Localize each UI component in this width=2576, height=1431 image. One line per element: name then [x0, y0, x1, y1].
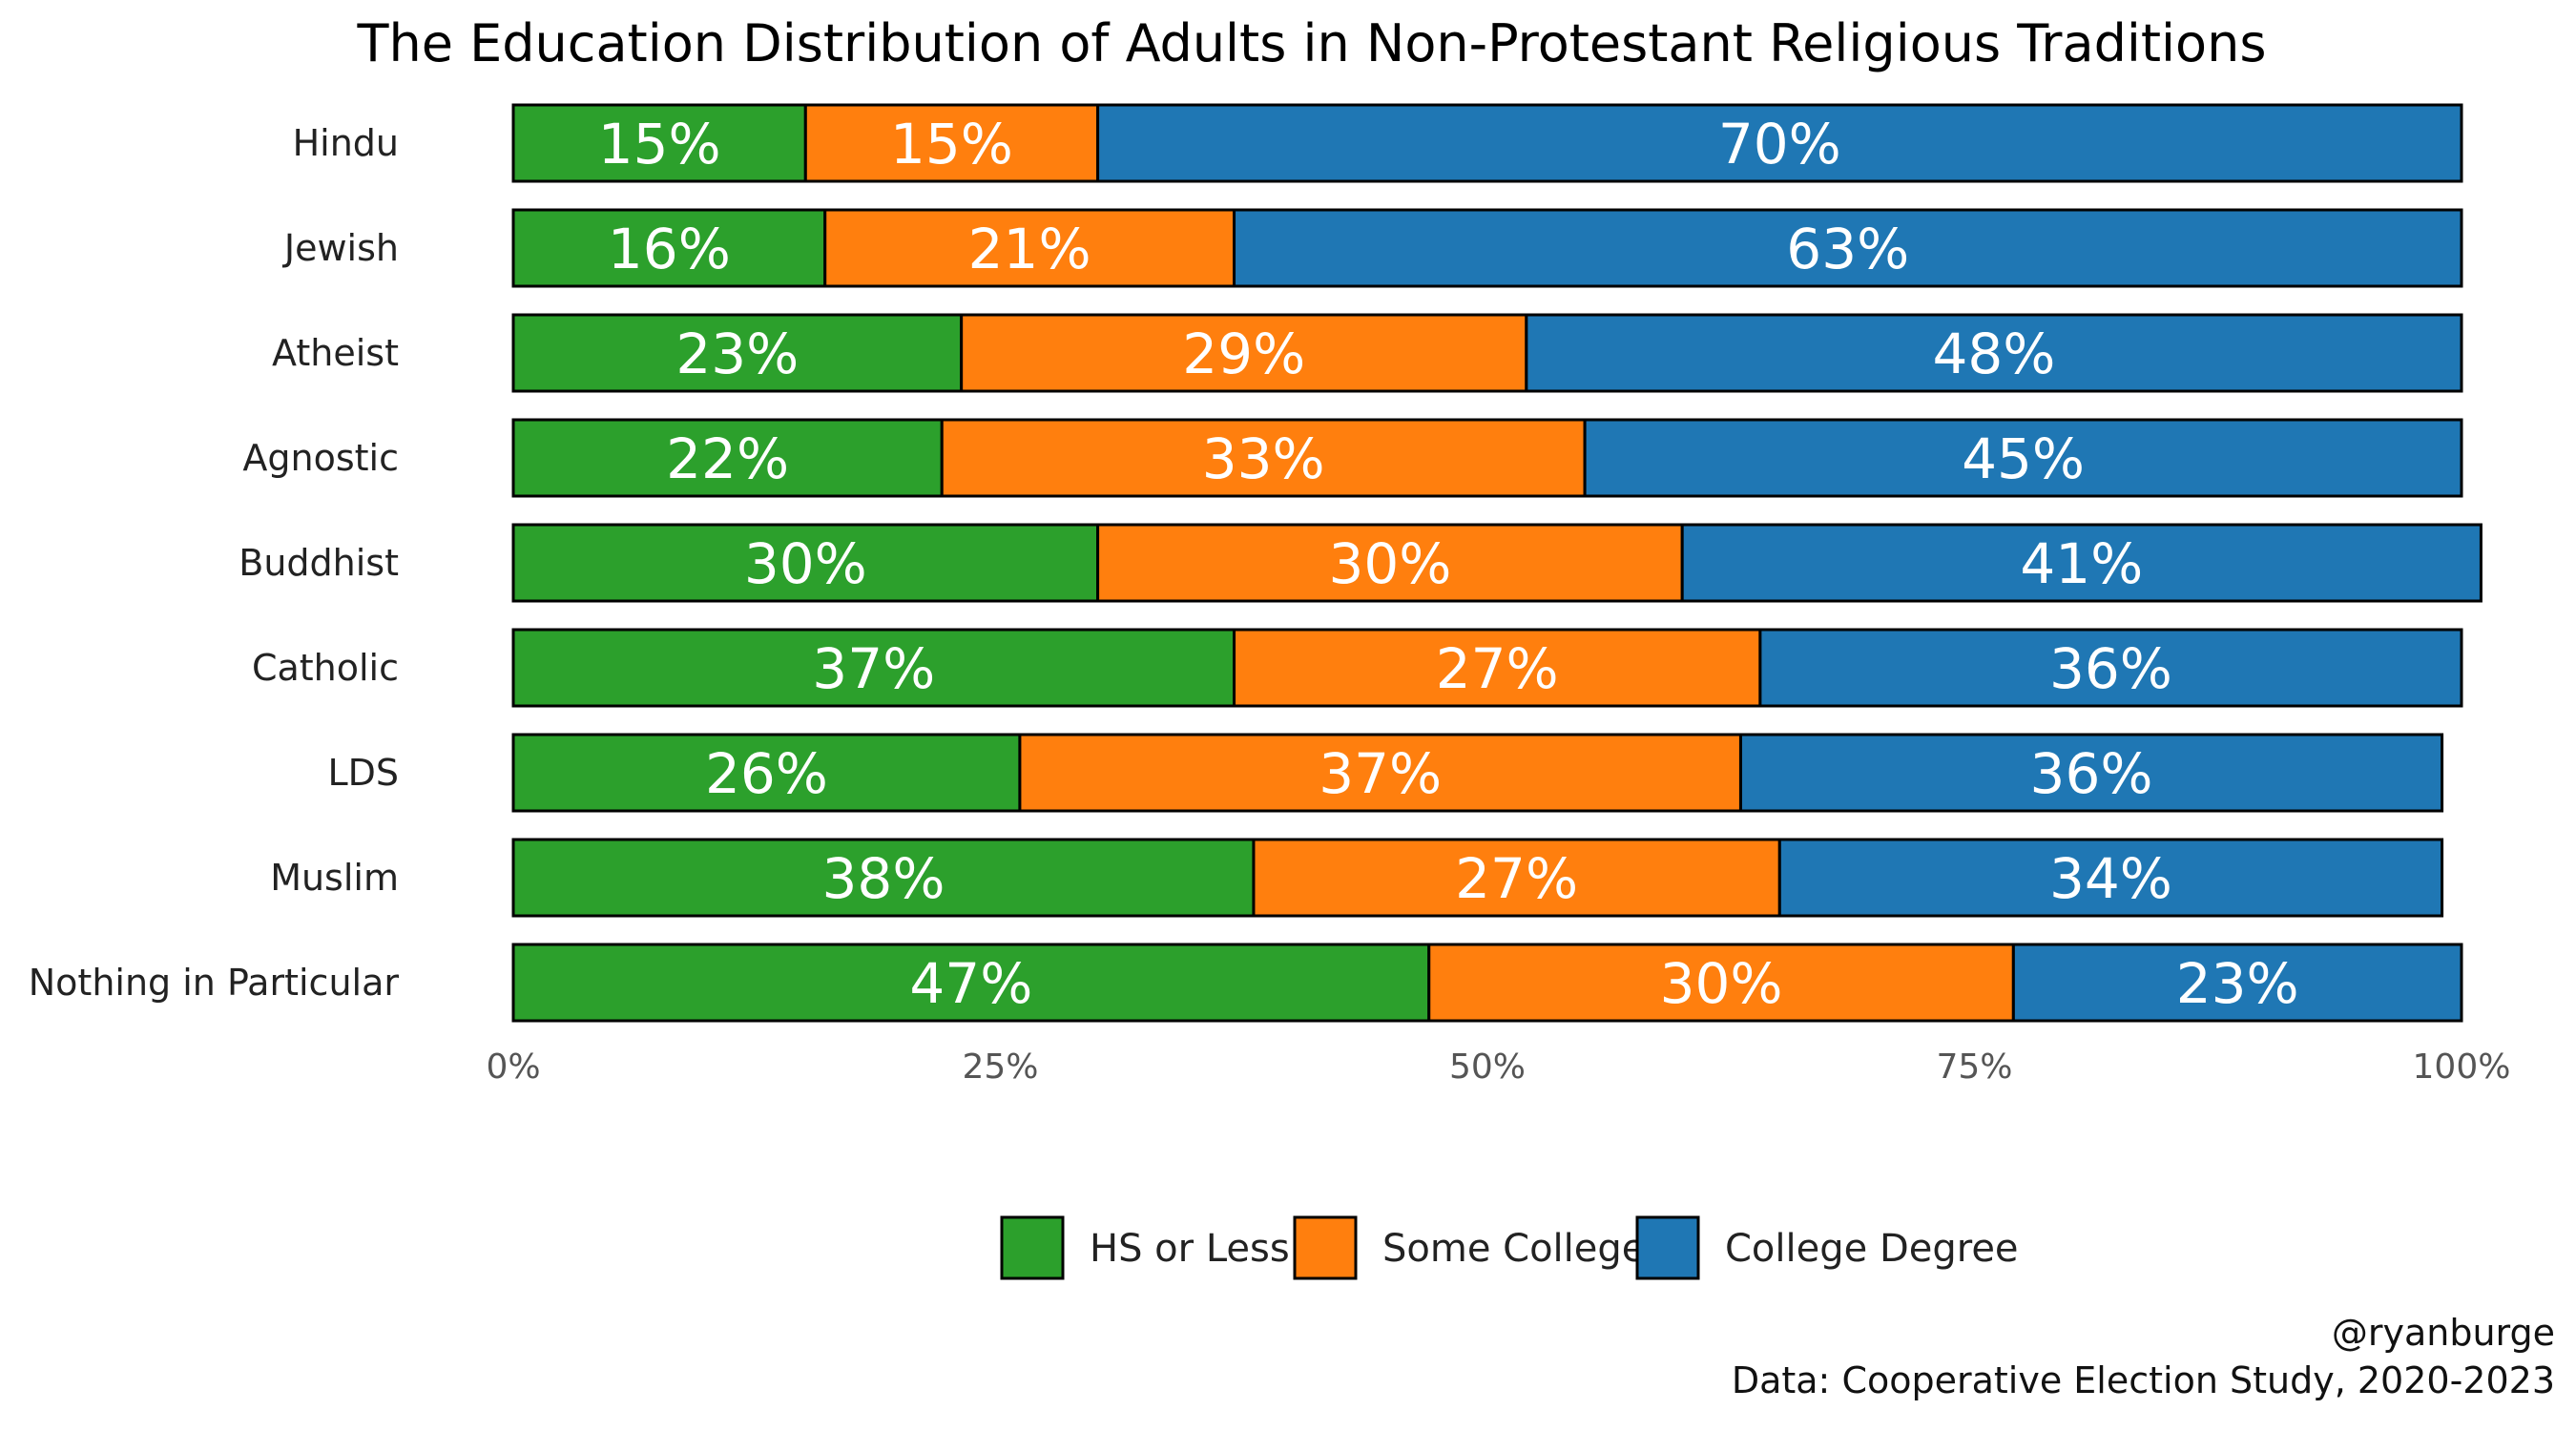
bar-hindu-some-college	[803, 103, 1100, 183]
value-label-lds-college-degree: 36%	[2030, 741, 2153, 806]
bar-atheist-hs-or-less	[511, 313, 964, 393]
x-tick-label-25: 25%	[962, 1047, 1038, 1087]
bar-jewish-college-degree	[1233, 208, 2463, 288]
value-label-buddhist-some-college: 30%	[1328, 531, 1451, 596]
bar-muslim-some-college	[1252, 838, 1781, 918]
value-label-buddhist-hs-or-less: 30%	[744, 531, 867, 596]
bar-lds-college-degree	[1738, 733, 2444, 813]
bar-hindu-hs-or-less	[511, 103, 807, 183]
legend-swatch-hs-or-less	[1000, 1215, 1065, 1280]
value-label-nothing-in-particular-some-college: 30%	[1660, 951, 1783, 1016]
value-label-jewish-college-degree: 63%	[1786, 217, 1909, 281]
value-label-jewish-some-college: 21%	[968, 217, 1091, 281]
value-label-muslim-hs-or-less: 38%	[822, 846, 945, 911]
category-label-agnostic: Agnostic	[242, 437, 399, 479]
x-tick-label-0: 0%	[486, 1047, 540, 1087]
bar-hindu-college-degree	[1096, 103, 2463, 183]
value-label-muslim-some-college: 27%	[1455, 846, 1578, 911]
legend-swatch-some-college	[1293, 1215, 1358, 1280]
value-label-agnostic-hs-or-less: 22%	[666, 426, 789, 491]
bar-catholic-some-college	[1233, 628, 1762, 708]
value-label-agnostic-college-degree: 45%	[1962, 426, 2085, 491]
bar-nothing-in-particular-college-degree	[2011, 943, 2463, 1023]
value-label-buddhist-college-degree: 41%	[2020, 531, 2143, 596]
x-tick-label-50: 50%	[1449, 1047, 1526, 1087]
category-label-lds: LDS	[327, 752, 399, 794]
value-label-hindu-some-college: 15%	[890, 112, 1013, 176]
caption-source: Data: Cooperative Election Study, 2020-2…	[1732, 1359, 2555, 1401]
bar-muslim-college-degree	[1777, 838, 2444, 918]
legend: HS or Less Some College College Degree	[1000, 1215, 2019, 1280]
category-label-muslim: Muslim	[270, 857, 399, 899]
x-tick-label-100: 100%	[2413, 1047, 2511, 1087]
x-tick-label-75: 75%	[1936, 1047, 2012, 1087]
bar-jewish-some-college	[823, 208, 1236, 288]
value-label-jewish-hs-or-less: 16%	[608, 217, 731, 281]
value-label-hindu-college-degree: 70%	[1718, 112, 1841, 176]
bar-catholic-college-degree	[1758, 628, 2463, 708]
value-label-atheist-college-degree: 48%	[1932, 321, 2055, 386]
value-label-hindu-hs-or-less: 15%	[598, 112, 721, 176]
value-label-muslim-college-degree: 34%	[2049, 846, 2172, 911]
category-label-atheist: Atheist	[272, 332, 399, 374]
bar-agnostic-college-degree	[1583, 418, 2463, 498]
bar-lds-hs-or-less	[511, 733, 1022, 813]
bar-nothing-in-particular-hs-or-less	[511, 943, 1431, 1023]
bar-buddhist-college-degree	[1680, 523, 2483, 603]
category-label-nothing-in-particular: Nothing in Particular	[29, 962, 400, 1004]
bar-buddhist-hs-or-less	[511, 523, 1100, 603]
caption-author: @ryanburge	[2332, 1312, 2555, 1354]
bar-atheist-some-college	[960, 313, 1528, 393]
bar-muslim-hs-or-less	[511, 838, 1256, 918]
value-label-catholic-hs-or-less: 37%	[812, 636, 935, 701]
value-label-nothing-in-particular-hs-or-less: 47%	[909, 951, 1032, 1016]
value-label-catholic-some-college: 27%	[1436, 636, 1559, 701]
bar-lds-some-college	[1018, 733, 1742, 813]
bars: 15% 15% 70% 16% 21% 63% 23% 29% 48% 22% 33% 45% 30% 3…	[511, 103, 2483, 1023]
legend-swatch-college-degree	[1635, 1215, 1700, 1280]
category-label-catholic: Catholic	[252, 647, 399, 689]
category-labels: Hindu Jewish Atheist Agnostic Buddhist Cathol…	[29, 122, 400, 1004]
value-label-nothing-in-particular-college-degree: 23%	[2176, 951, 2299, 1016]
bar-buddhist-some-college	[1096, 523, 1684, 603]
category-label-hindu: Hindu	[293, 122, 399, 164]
value-label-catholic-college-degree: 36%	[2049, 636, 2172, 701]
value-label-lds-hs-or-less: 26%	[705, 741, 828, 806]
category-label-jewish: Jewish	[282, 227, 399, 269]
value-label-atheist-some-college: 29%	[1182, 321, 1305, 386]
category-label-buddhist: Buddhist	[239, 542, 399, 584]
chart-title: The Education Distribution of Adults in …	[357, 13, 2267, 73]
bar-atheist-college-degree	[1525, 313, 2463, 393]
bar-agnostic-hs-or-less	[511, 418, 944, 498]
x-axis-ticks: 0% 25% 50% 75% 100%	[486, 1047, 2510, 1087]
bar-catholic-hs-or-less	[511, 628, 1236, 708]
legend-label-college-degree: College Degree	[1725, 1227, 2019, 1271]
value-label-agnostic-some-college: 33%	[1202, 426, 1325, 491]
legend-label-some-college: Some College	[1382, 1227, 1645, 1271]
legend-label-hs-or-less: HS or Less	[1090, 1227, 1290, 1271]
value-label-lds-some-college: 37%	[1319, 741, 1442, 806]
value-label-atheist-hs-or-less: 23%	[675, 321, 799, 386]
